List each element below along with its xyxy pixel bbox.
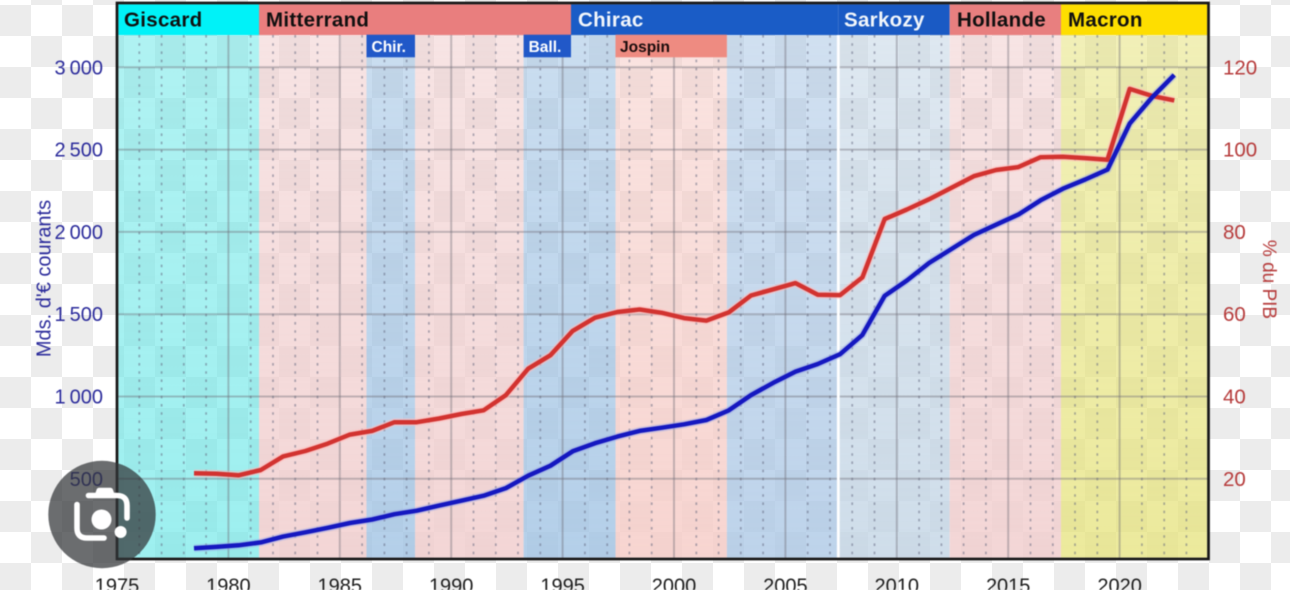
svg-text:2000: 2000: [652, 575, 697, 590]
svg-text:1 500: 1 500: [55, 304, 104, 326]
svg-text:Macron: Macron: [1068, 9, 1143, 32]
svg-text:2010: 2010: [875, 575, 920, 590]
svg-text:2005: 2005: [763, 575, 808, 590]
svg-text:2 000: 2 000: [55, 222, 104, 244]
svg-text:1 000: 1 000: [55, 387, 104, 409]
svg-text:Giscard: Giscard: [124, 9, 202, 32]
svg-text:Ball.: Ball.: [529, 39, 562, 56]
svg-text:Chir.: Chir.: [372, 39, 406, 56]
svg-text:60: 60: [1223, 303, 1246, 326]
svg-text:2 500: 2 500: [55, 140, 104, 162]
svg-text:Chirac: Chirac: [578, 9, 644, 32]
svg-text:3 000: 3 000: [55, 57, 104, 79]
svg-text:1985: 1985: [318, 575, 363, 590]
svg-text:Sarkozy: Sarkozy: [844, 9, 925, 32]
svg-text:Mds. d'€ courants: Mds. d'€ courants: [34, 200, 56, 357]
svg-text:% du PIB: % du PIB: [1258, 240, 1279, 319]
svg-text:2020: 2020: [1097, 575, 1142, 590]
svg-text:Hollande: Hollande: [957, 9, 1046, 32]
svg-text:1990: 1990: [429, 575, 474, 590]
svg-text:40: 40: [1223, 386, 1246, 409]
svg-text:Jospin: Jospin: [620, 39, 670, 56]
svg-text:100: 100: [1223, 139, 1257, 162]
svg-text:2015: 2015: [986, 575, 1031, 590]
svg-text:1975: 1975: [95, 575, 140, 590]
svg-text:20: 20: [1223, 468, 1246, 491]
svg-text:1995: 1995: [540, 575, 585, 590]
svg-text:120: 120: [1223, 56, 1257, 79]
svg-text:1980: 1980: [206, 575, 251, 590]
svg-text:Mitterrand: Mitterrand: [266, 9, 369, 32]
svg-text:80: 80: [1223, 221, 1246, 244]
